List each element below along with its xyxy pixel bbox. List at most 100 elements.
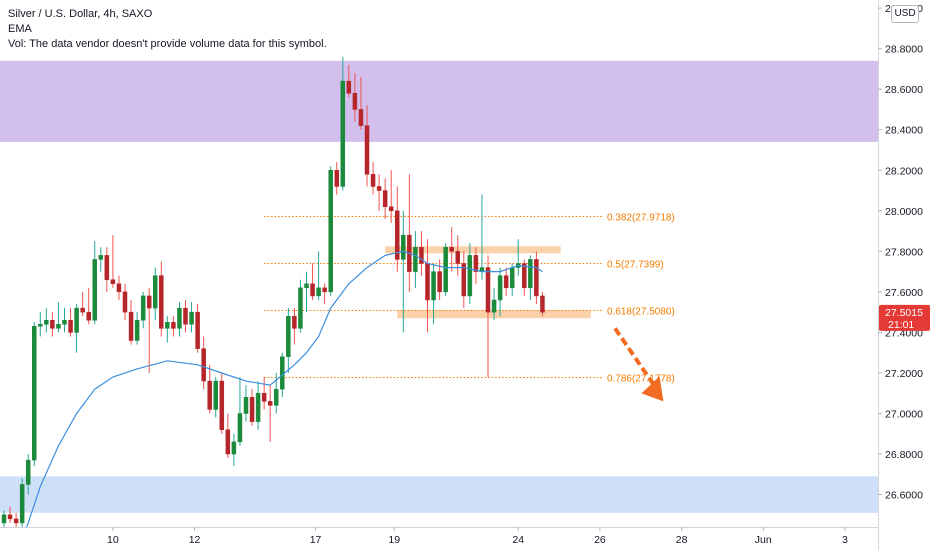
volume-note: Vol: The data vendor doesn't provide vol… <box>8 38 327 50</box>
candle-body <box>280 356 285 390</box>
candle-body <box>116 283 122 293</box>
demand-zone <box>0 476 878 513</box>
price-tick-label: 27.6000 <box>885 287 923 299</box>
current-price-tag <box>879 304 930 331</box>
candle-body <box>98 255 104 260</box>
fib-label-0.382: 0.382(27.9718) <box>607 213 675 224</box>
candle-body <box>86 311 91 321</box>
time-tick-label: 26 <box>594 534 606 546</box>
candle-body <box>68 320 73 333</box>
candle-body <box>443 247 448 293</box>
candle-body <box>62 320 67 325</box>
candle-body <box>50 320 55 329</box>
candle-body <box>122 291 128 313</box>
time-tick-label: 19 <box>388 534 400 546</box>
time-tick-label: 24 <box>512 534 524 546</box>
price-tick-label: 26.6000 <box>885 490 923 502</box>
candle-body <box>189 311 194 325</box>
candle-body <box>56 324 61 329</box>
candle-body <box>497 275 503 301</box>
candle-body <box>395 210 400 260</box>
candle-body <box>522 263 527 289</box>
candle-body <box>328 170 333 293</box>
candle-body <box>352 92 358 110</box>
candle-body <box>528 259 533 289</box>
candle-body <box>171 322 176 329</box>
price-tick-label: 28.0000 <box>885 206 923 218</box>
time-tick-label: 3 <box>842 534 848 546</box>
candle-body <box>534 259 539 297</box>
candle-body <box>425 263 430 301</box>
candle-body <box>322 287 327 293</box>
candle-body <box>104 255 110 280</box>
price-tick-label: 27.0000 <box>885 408 923 420</box>
candle-body <box>140 295 146 321</box>
candle-body <box>249 397 255 422</box>
candle-body <box>304 283 309 289</box>
symbol-title: Silver / U.S. Dollar, 4h, SAXO <box>8 8 153 20</box>
candle-body <box>461 263 467 297</box>
candle-body <box>165 322 170 329</box>
candle-body <box>243 397 249 414</box>
candle-body <box>286 315 291 357</box>
time-tick-label: 10 <box>107 534 119 546</box>
candle-body <box>207 380 212 410</box>
price-tick-label: 28.6000 <box>885 84 923 96</box>
fib-label-0.5: 0.5(27.7399) <box>607 260 664 271</box>
candle-body <box>340 80 346 187</box>
candle-body <box>201 348 206 382</box>
candle-body <box>274 388 279 406</box>
candle-body <box>509 267 515 289</box>
candle-body <box>213 380 218 410</box>
candle-body <box>413 247 418 272</box>
price-tick-label: 28.4000 <box>885 125 923 137</box>
candle-body <box>38 324 43 327</box>
candle-body <box>92 259 97 321</box>
candle-body <box>74 307 79 333</box>
forecast-arrow-head <box>641 376 664 402</box>
candle-body <box>19 484 25 524</box>
candle-body <box>159 275 164 329</box>
candle-body <box>419 247 424 264</box>
candle-body <box>364 125 370 175</box>
candle-body <box>177 307 182 329</box>
candle-body <box>219 380 225 430</box>
upper-level-band <box>385 246 561 254</box>
candle-body <box>358 109 364 126</box>
ema-line <box>17 250 543 550</box>
candle-body <box>540 295 545 313</box>
candle-body <box>13 518 19 524</box>
bar-countdown-label: 21:01 <box>888 319 914 331</box>
candle-body <box>370 174 376 187</box>
candle-body <box>267 401 273 406</box>
candle-body <box>485 267 491 313</box>
candle-body <box>231 441 237 455</box>
price-tick-label: 26.8000 <box>885 449 923 461</box>
time-tick-label: 17 <box>310 534 322 546</box>
candle-body <box>376 186 382 191</box>
supply-zone <box>0 60 878 142</box>
candle-body <box>292 315 297 329</box>
candle-body <box>491 299 497 313</box>
candle-body <box>503 275 509 289</box>
currency-button[interactable]: USD <box>891 5 919 23</box>
fib-label-0.786: 0.786(27.1778) <box>607 373 675 384</box>
candle-body <box>437 271 442 293</box>
candle-body <box>316 287 321 297</box>
time-tick-label: 28 <box>676 534 688 546</box>
candle-body <box>128 311 134 341</box>
candle-body <box>153 275 158 309</box>
time-tick-label: 12 <box>189 534 201 546</box>
time-axis-bg <box>0 527 878 550</box>
candle-body <box>334 170 339 187</box>
candle-body <box>195 311 200 349</box>
candle-body <box>455 251 460 264</box>
candle-body <box>7 514 13 520</box>
time-tick-label: Jun <box>755 534 772 546</box>
price-tick-label: 28.8000 <box>885 44 923 56</box>
candle-body <box>183 307 188 325</box>
candles-group <box>1 56 545 527</box>
candle-body <box>255 392 261 422</box>
